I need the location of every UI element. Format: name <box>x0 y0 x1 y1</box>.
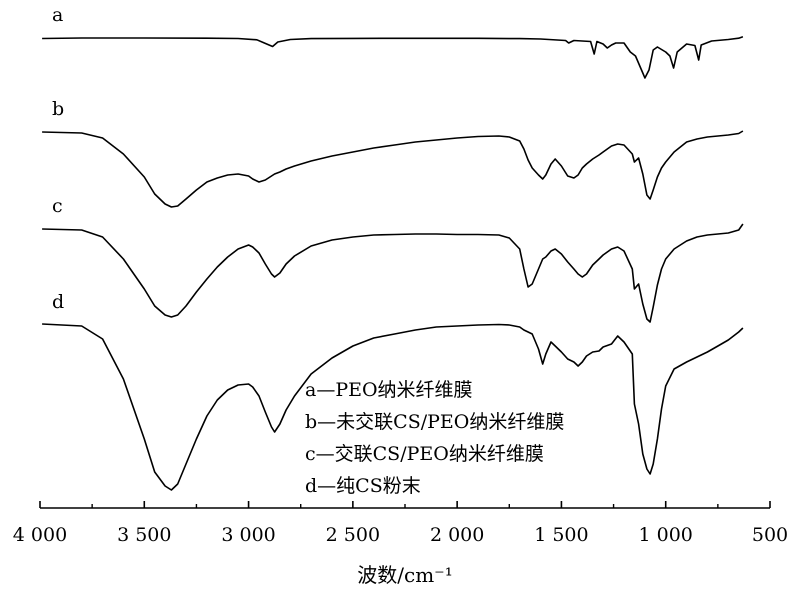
curve-label-a: a <box>52 4 63 26</box>
x-tick-label-3000: 3 000 <box>221 524 275 546</box>
legend: a—PEO纳米纤维膜 b—未交联CS/PEO纳米纤维膜 c—交联CS/PEO纳米纤维… <box>305 379 564 497</box>
x-tick-label-3500: 3 500 <box>117 524 171 546</box>
x-tick-label-1500: 1 500 <box>534 524 588 546</box>
spectrum-line-a <box>42 36 744 79</box>
x-tick-label-1000: 1 000 <box>639 524 693 546</box>
legend-entry-c: c—交联CS/PEO纳米纤维膜 <box>305 443 544 465</box>
curve-labels: a b c d <box>52 4 64 313</box>
spectrum-curves <box>42 36 744 491</box>
x-tick-label-2500: 2 500 <box>326 524 380 546</box>
spectrum-line-d <box>42 323 744 491</box>
curve-label-b: b <box>52 98 64 120</box>
x-axis-ticks: 4 000 3 500 3 000 2 500 2 000 1 500 1 000 500 <box>13 501 788 546</box>
x-axis-title: 波数/cm⁻¹ <box>357 563 452 587</box>
legend-entry-d: d—纯CS粉末 <box>305 475 421 497</box>
legend-entry-b: b—未交联CS/PEO纳米纤维膜 <box>305 411 564 433</box>
spectrum-line-c <box>42 223 744 323</box>
curve-label-d: d <box>52 291 64 313</box>
curve-label-c: c <box>52 195 63 217</box>
x-tick-label-2000: 2 000 <box>430 524 484 546</box>
spectrum-line-b <box>42 130 744 208</box>
x-tick-label-4000: 4 000 <box>13 524 67 546</box>
legend-entry-a: a—PEO纳米纤维膜 <box>305 379 473 401</box>
x-tick-label-500: 500 <box>752 524 788 546</box>
